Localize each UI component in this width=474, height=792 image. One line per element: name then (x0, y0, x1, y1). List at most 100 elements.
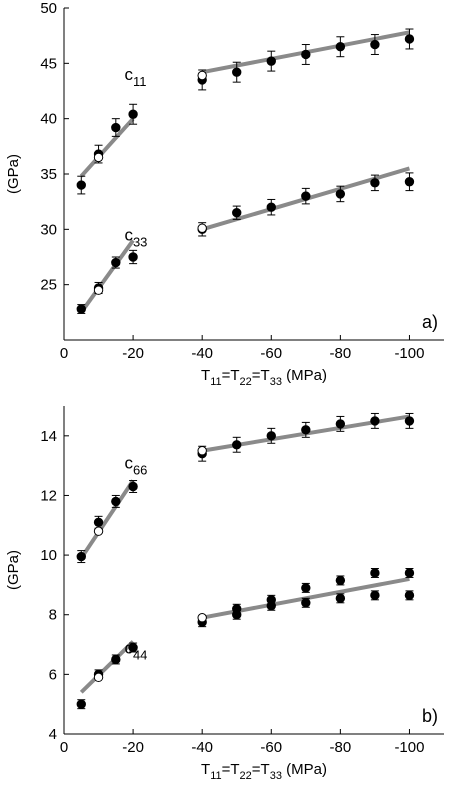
x-tick-label: -60 (260, 739, 282, 756)
x-tick-label: -60 (260, 345, 282, 362)
series-c11: c11 (76, 28, 415, 195)
x-tick-label: -80 (330, 345, 352, 362)
x-label-part: =T (252, 367, 270, 384)
y-tick-label: 35 (40, 166, 57, 183)
c44-point (111, 654, 121, 665)
x-tick-label: -20 (122, 739, 144, 756)
x-label-part: =T (252, 761, 270, 778)
y-tick-label: 10 (40, 547, 57, 564)
c44-point (404, 568, 415, 578)
c66-open-point (93, 526, 104, 536)
c44-open-point (93, 672, 104, 683)
c33-point (232, 208, 242, 218)
c33-point (111, 257, 121, 268)
c66-point (128, 481, 138, 492)
x-tick-label: -100 (394, 345, 424, 362)
c44-point (370, 590, 380, 601)
c44-point (404, 590, 415, 601)
c44-point (370, 568, 380, 578)
x-label-part: T (201, 367, 210, 384)
x-tick-label: 0 (60, 739, 68, 756)
series-label-sub: 44 (133, 647, 147, 662)
c66-point (370, 416, 380, 426)
y-tick-label: 25 (40, 277, 57, 294)
c11-open-point (93, 152, 104, 163)
x-label-sub: 22 (240, 376, 252, 388)
c33-fit-line (79, 239, 135, 314)
panel-a: 0 -20 -40 -60 -80 -100253035404550(GPa)T11=T2… (5, 0, 444, 388)
x-label-part: =T (222, 761, 240, 778)
x-axis-label: T11=T22=T33 (MPa) (201, 367, 327, 388)
x-tick-label: -20 (122, 345, 144, 362)
x-tick-label: -40 (191, 739, 213, 756)
c33-point (76, 304, 86, 314)
c66-label: c66 (124, 454, 147, 478)
x-tick-label: -80 (330, 739, 352, 756)
y-tick-label: 45 (40, 55, 57, 72)
x-label-sub: 11 (210, 376, 221, 388)
panel-label: a) (422, 312, 438, 332)
c33-point (266, 202, 276, 212)
y-tick-label: 4 (49, 726, 57, 743)
c66-point (335, 419, 346, 429)
panel-b: 0 -20 -40 -60 -80 -100468101214(GPa)T11=T22=T… (5, 406, 444, 782)
series-label-sub: 66 (133, 463, 147, 478)
c33-point (404, 177, 415, 187)
c11-point (128, 109, 138, 119)
x-label-sub: 11 (210, 770, 221, 782)
c33-open-point (197, 223, 207, 233)
c33-point (370, 178, 380, 188)
x-label-sub: 33 (270, 770, 282, 782)
y-tick-label: 30 (40, 221, 57, 238)
x-label-part: (MPa) (282, 367, 327, 384)
c44-fit-line (79, 640, 135, 694)
c44-point (128, 642, 138, 653)
y-tick-label: 12 (40, 487, 57, 504)
c11-point (232, 67, 242, 77)
c11-label: c11 (124, 65, 146, 89)
series-label-base: c (124, 638, 133, 657)
x-label-part: (MPa) (282, 761, 327, 778)
c11-fit-line (79, 117, 135, 178)
c11-point (370, 39, 380, 50)
c44-open-point (197, 613, 207, 623)
x-label-sub: 33 (270, 376, 282, 388)
series-label-base: c (124, 454, 133, 473)
c66-open-point (197, 446, 207, 456)
x-tick-label: 0 (60, 345, 68, 362)
c44-point (301, 583, 311, 593)
series-label-base: c (124, 225, 133, 244)
y-axis-label: (GPa) (5, 550, 22, 590)
c44-point (335, 575, 346, 586)
c11-point (335, 42, 346, 52)
c11-point (404, 34, 415, 44)
c66-point (404, 416, 415, 426)
c66-point (232, 440, 242, 450)
c66-point (266, 431, 276, 441)
c44-point (232, 604, 242, 614)
c66-fit-line (79, 479, 135, 560)
series-c66: c66 (76, 412, 415, 564)
c44-label: c44 (124, 638, 147, 662)
series-c33: c33 (76, 166, 415, 314)
y-tick-label: 50 (40, 0, 57, 17)
x-label-sub: 22 (240, 770, 252, 782)
c44-point (335, 593, 346, 604)
c33-point (335, 189, 346, 199)
c44-point (76, 699, 86, 709)
c33-label: c33 (124, 225, 147, 249)
c11-point (266, 56, 276, 66)
series-label-sub: 33 (133, 234, 147, 249)
x-label-part: =T (222, 367, 240, 384)
x-label-part: T (201, 761, 210, 778)
x-axis-label: T11=T22=T33 (MPa) (201, 761, 327, 782)
c11-point (111, 122, 121, 133)
c66-point (111, 496, 121, 507)
c11-open-point (197, 70, 207, 81)
y-tick-label: 40 (40, 111, 57, 128)
c66-point (93, 517, 104, 527)
c66-point (76, 551, 86, 562)
y-tick-label: 6 (49, 666, 57, 683)
c11-point (76, 180, 86, 190)
